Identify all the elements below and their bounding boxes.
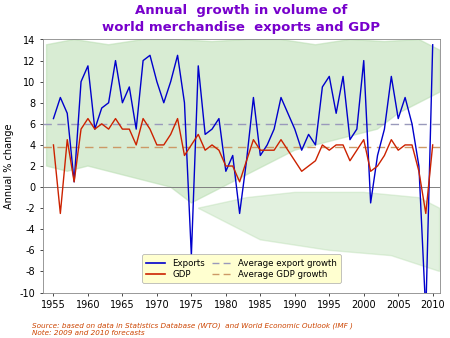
Polygon shape bbox=[46, 40, 440, 203]
Text: Source: based on data in Statistics Database (WTO)  and World Economic Outlook (: Source: based on data in Statistics Data… bbox=[32, 323, 352, 336]
Legend: Exports, GDP, Average export growth, Average GDP growth: Exports, GDP, Average export growth, Ave… bbox=[142, 255, 341, 283]
Polygon shape bbox=[198, 192, 440, 271]
Y-axis label: Annual % change: Annual % change bbox=[4, 123, 14, 209]
Title: Annual  growth in volume of
world merchandise  exports and GDP: Annual growth in volume of world merchan… bbox=[102, 4, 380, 34]
